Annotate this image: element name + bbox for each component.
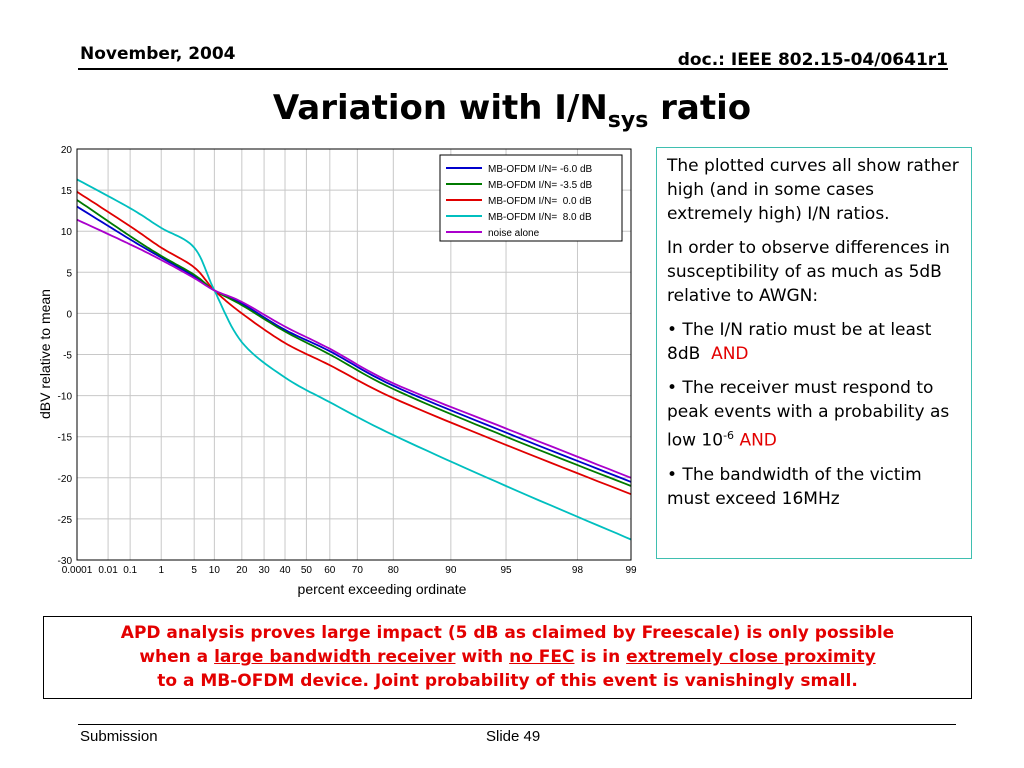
conclusion-text-c: is in (574, 647, 627, 667)
series-lines (76, 178, 632, 541)
x-tick-label: 30 (259, 565, 271, 576)
legend: MB-OFDM I/N= -6.0 dB MB-OFDM I/N= -3.5 dB… (439, 154, 623, 242)
footer-submission: Submission (80, 728, 158, 745)
notes-bullet-1: • The I/N ratio must be at least 8dB AND (667, 318, 961, 366)
header-divider (78, 68, 948, 70)
series-line (76, 178, 632, 541)
x-tick-label: 50 (301, 565, 313, 576)
y-tick-label: -10 (58, 392, 73, 403)
bullet-1-and: AND (711, 344, 749, 364)
x-tick-labels: 0.0001 0.01 0.1 1 5 10 20 30 40 50 60 70 80 90 95 98 99 (62, 565, 637, 576)
footer-slide-number: Slide 49 (486, 728, 541, 745)
slide-title: Variation with I/Nsys ratio (0, 88, 1024, 133)
plot-frame (76, 148, 632, 561)
conclusion-line-2: when a large bandwidth receiver with no … (44, 645, 971, 669)
y-tick-labels: 20 15 10 5 0 -5 -10 -15 -20 -25 -30 (58, 145, 73, 567)
y-tick-label: -15 (58, 433, 73, 444)
y-tick-label: -25 (58, 515, 73, 526)
footer-divider (78, 724, 956, 725)
notes-paragraph-1: The plotted curves all show rather high … (667, 156, 959, 224)
notes-bullet-2: • The receiver must respond to peak even… (667, 376, 961, 453)
x-axis-label: percent exceeding ordinate (298, 581, 467, 597)
y-tick-label: 20 (61, 145, 73, 156)
x-tick-label: 0.1 (123, 565, 137, 576)
x-tick-label: 90 (445, 565, 457, 576)
x-tick-label: 95 (500, 565, 512, 576)
x-tick-label: 80 (388, 565, 400, 576)
x-tick-label: 0.0001 (62, 565, 93, 576)
header-date: November, 2004 (80, 44, 236, 64)
notes-paragraph-2: In order to observe differences in susce… (667, 238, 950, 306)
y-tick-label: -30 (58, 556, 73, 567)
series-line (76, 218, 632, 479)
title-tail: ratio (648, 88, 752, 128)
legend-label: MB-OFDM I/N= 8.0 dB (488, 212, 592, 223)
y-axis-label: dBV relative to mean (37, 289, 53, 419)
conclusion-text-a: when a (139, 647, 215, 667)
bullet-2-exponent: -6 (723, 429, 735, 442)
legend-label: MB-OFDM I/N= 0.0 dB (488, 196, 592, 207)
bullet-2-and: AND (734, 430, 777, 451)
x-tick-label: 5 (191, 565, 197, 576)
y-tick-label: 5 (66, 268, 72, 279)
x-tick-label: 0.01 (98, 565, 118, 576)
x-tick-label: 20 (236, 565, 248, 576)
legend-box (439, 154, 623, 242)
notes-bullet-3: • The bandwidth of the victim must excee… (667, 464, 922, 509)
conclusion-box: APD analysis proves large impact (5 dB a… (43, 616, 972, 699)
y-tick-label: -5 (63, 351, 72, 362)
bullet-1-text: • The I/N ratio must be at least 8dB (667, 320, 937, 364)
series-line (76, 205, 632, 483)
series-line (76, 199, 632, 487)
x-tick-label: 60 (324, 565, 336, 576)
title-subscript: sys (607, 107, 649, 133)
x-tick-label: 98 (572, 565, 584, 576)
series-line (76, 190, 632, 496)
header-doc-id: doc.: IEEE 802.15-04/0641r1 (677, 50, 948, 70)
notes-box: The plotted curves all show rather high … (656, 147, 972, 559)
legend-label: noise alone (488, 228, 540, 239)
title-main: Variation with I/N (272, 88, 608, 128)
bullet-2-text: • The receiver must respond to peak even… (667, 378, 950, 451)
y-tick-label: 10 (61, 227, 73, 238)
conclusion-underline-3: extremely close proximity (626, 647, 876, 667)
legend-label: MB-OFDM I/N= -6.0 dB (488, 164, 593, 175)
conclusion-underline-1: large bandwidth receiver (214, 647, 456, 667)
legend-label: MB-OFDM I/N= -3.5 dB (488, 180, 593, 191)
conclusion-line-3: to a MB-OFDM device. Joint probability o… (157, 671, 858, 691)
x-tick-label: 40 (279, 565, 291, 576)
x-tick-label: 1 (158, 565, 164, 576)
conclusion-text-b: with (455, 647, 510, 667)
y-tick-label: 0 (66, 309, 72, 320)
y-tick-label: 15 (61, 186, 73, 197)
conclusion-underline-2: no FEC (509, 647, 575, 667)
x-tick-label: 70 (352, 565, 364, 576)
conclusion-line-1: APD analysis proves large impact (5 dB a… (120, 623, 895, 643)
x-tick-label: 99 (625, 565, 637, 576)
y-tick-label: -20 (58, 474, 73, 485)
x-tick-label: 10 (209, 565, 221, 576)
